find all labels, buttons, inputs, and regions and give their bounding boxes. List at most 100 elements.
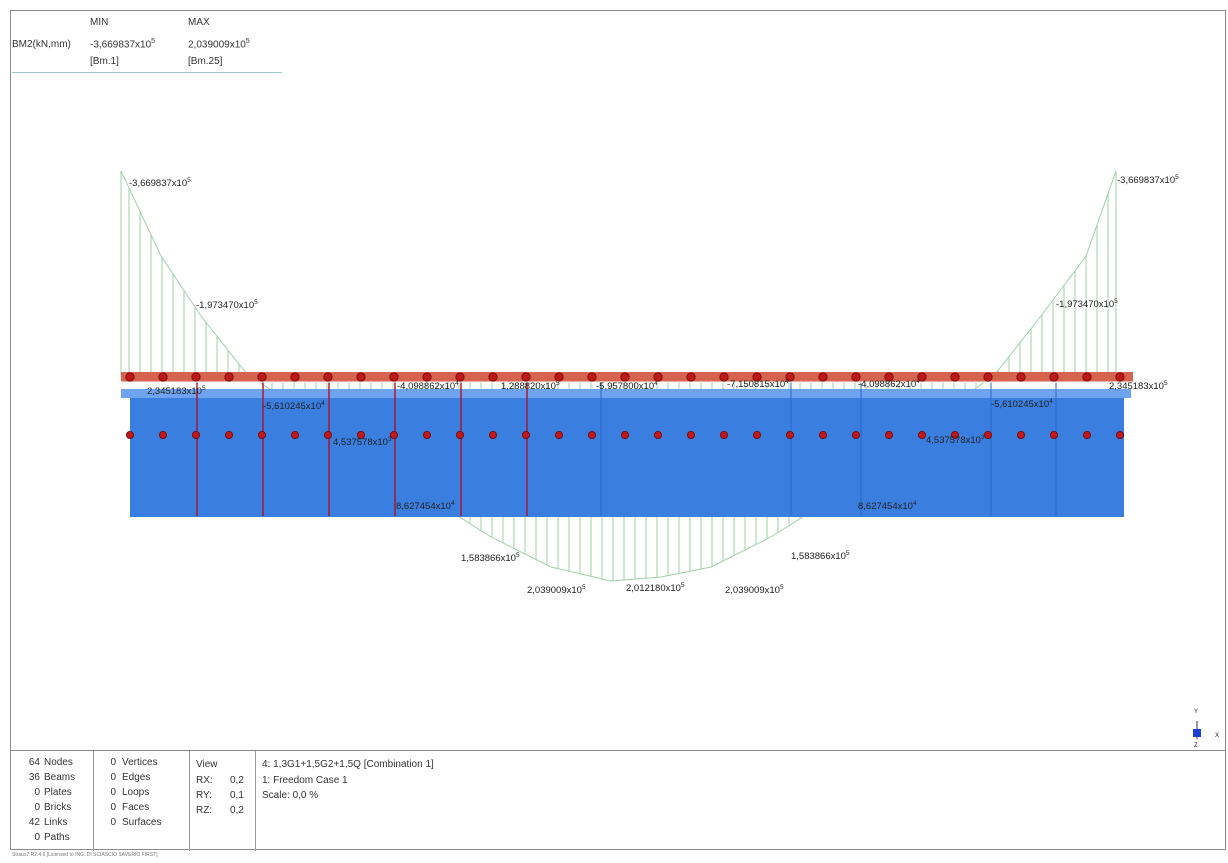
node-marker[interactable] (852, 430, 861, 439)
node-marker[interactable] (356, 372, 366, 382)
moment-value-exponent: 5 (846, 550, 850, 557)
node-marker[interactable] (786, 430, 795, 439)
node-marker[interactable] (554, 372, 564, 382)
node-marker[interactable] (885, 430, 894, 439)
node-marker[interactable] (720, 430, 729, 439)
node-marker[interactable] (984, 430, 993, 439)
node-marker[interactable] (290, 430, 299, 439)
moment-value-exponent: 3 (981, 434, 985, 441)
node-marker[interactable] (158, 430, 167, 439)
node-marker[interactable] (785, 372, 795, 382)
node-marker[interactable] (191, 430, 200, 439)
moment-value-exponent: 5 (1175, 174, 1179, 181)
scale-text: Scale: 0,0 % (262, 790, 319, 801)
node-marker[interactable] (257, 372, 267, 382)
node-marker[interactable] (422, 430, 431, 439)
node-marker[interactable] (389, 430, 398, 439)
node-marker[interactable] (1116, 430, 1125, 439)
node-marker[interactable] (323, 430, 332, 439)
geometry-count-value: 0 (110, 757, 116, 768)
moment-value-label: -5,610245x104 (263, 400, 325, 412)
node-marker[interactable] (126, 430, 135, 439)
node-marker[interactable] (620, 372, 630, 382)
geometry-count-value: 0 (110, 772, 116, 783)
node-marker[interactable] (752, 372, 762, 382)
node-marker[interactable] (918, 430, 927, 439)
moment-value-base: 1,583866x10 (791, 551, 846, 562)
node-marker[interactable] (290, 372, 300, 382)
node-marker[interactable] (521, 430, 530, 439)
node-marker[interactable] (224, 430, 233, 439)
node-marker[interactable] (1082, 372, 1092, 382)
node-marker[interactable] (753, 430, 762, 439)
node-marker[interactable] (819, 430, 828, 439)
node-marker[interactable] (719, 372, 729, 382)
node-marker[interactable] (687, 430, 696, 439)
moment-value-base: -5,610245x10 (991, 399, 1049, 410)
moment-value-exponent: 5 (556, 380, 560, 387)
legend-min-header: MIN (90, 17, 109, 28)
triad-z-label: Z (1194, 743, 1198, 749)
node-marker[interactable] (1016, 372, 1026, 382)
node-marker[interactable] (884, 372, 894, 382)
moment-value-label: 2,039009x105 (725, 584, 784, 596)
node-marker[interactable] (1115, 372, 1125, 382)
freedom-case-text: 1: Freedom Case 1 (262, 775, 348, 786)
node-marker[interactable] (191, 372, 201, 382)
node-marker[interactable] (389, 372, 399, 382)
node-marker[interactable] (950, 372, 960, 382)
node-marker[interactable] (653, 372, 663, 382)
node-marker[interactable] (588, 430, 597, 439)
top-nodes[interactable] (125, 372, 1125, 382)
triad-y-label: Y (1194, 709, 1198, 715)
node-marker[interactable] (818, 372, 828, 382)
moment-value-base: 8,627454x10 (396, 501, 451, 512)
view-rz-value: 0,2 (230, 805, 244, 816)
node-marker[interactable] (1017, 430, 1026, 439)
node-marker[interactable] (555, 430, 564, 439)
node-marker[interactable] (851, 372, 861, 382)
legend-min-value: -3,669837x105 (90, 38, 156, 51)
node-marker[interactable] (1049, 372, 1059, 382)
model-viewport[interactable]: -3,669837x105-1,973470x1052,345183x105-5… (11, 11, 1225, 749)
count-value: 0 (34, 802, 40, 813)
moment-value-exponent: 4 (913, 500, 917, 507)
node-marker[interactable] (422, 372, 432, 382)
moment-value-base: 8,627454x10 (858, 501, 913, 512)
node-marker[interactable] (587, 372, 597, 382)
node-marker[interactable] (1083, 430, 1092, 439)
node-marker[interactable] (224, 372, 234, 382)
moment-value-exponent: 5 (1164, 380, 1168, 387)
node-marker[interactable] (356, 430, 365, 439)
node-marker[interactable] (488, 372, 498, 382)
node-marker[interactable] (1050, 430, 1059, 439)
moment-value-exponent: 5 (187, 177, 191, 184)
node-marker[interactable] (521, 372, 531, 382)
result-legend: MIN MAX BM2(kN,mm) -3,669837x105 2,03900… (12, 14, 284, 74)
count-label: Bricks (44, 802, 72, 813)
node-marker[interactable] (125, 372, 135, 382)
moment-value-base: -4,098862x10 (858, 379, 916, 390)
node-marker[interactable] (158, 372, 168, 382)
moment-value-exponent: 3 (388, 436, 392, 443)
node-marker[interactable] (951, 430, 960, 439)
moment-value-label: 2,345183x105 (147, 385, 206, 397)
node-marker[interactable] (686, 372, 696, 382)
moment-value-base: 4,537578x10 (333, 437, 388, 448)
node-marker[interactable] (917, 372, 927, 382)
bottom-nodes[interactable] (126, 430, 1125, 439)
node-marker[interactable] (983, 372, 993, 382)
node-marker[interactable] (257, 430, 266, 439)
node-marker[interactable] (455, 430, 464, 439)
node-marker[interactable] (455, 372, 465, 382)
moment-value-label: 1,288820x105 (501, 380, 560, 392)
axis-triad: Y Z X (1193, 709, 1219, 749)
geometry-count-label: Vertices (122, 757, 158, 768)
deck-body (130, 393, 1124, 517)
node-marker[interactable] (654, 430, 663, 439)
node-marker[interactable] (488, 430, 497, 439)
geometry-count-label: Faces (122, 802, 150, 813)
moment-value-base: 2,012180x10 (626, 583, 681, 594)
node-marker[interactable] (621, 430, 630, 439)
node-marker[interactable] (323, 372, 333, 382)
